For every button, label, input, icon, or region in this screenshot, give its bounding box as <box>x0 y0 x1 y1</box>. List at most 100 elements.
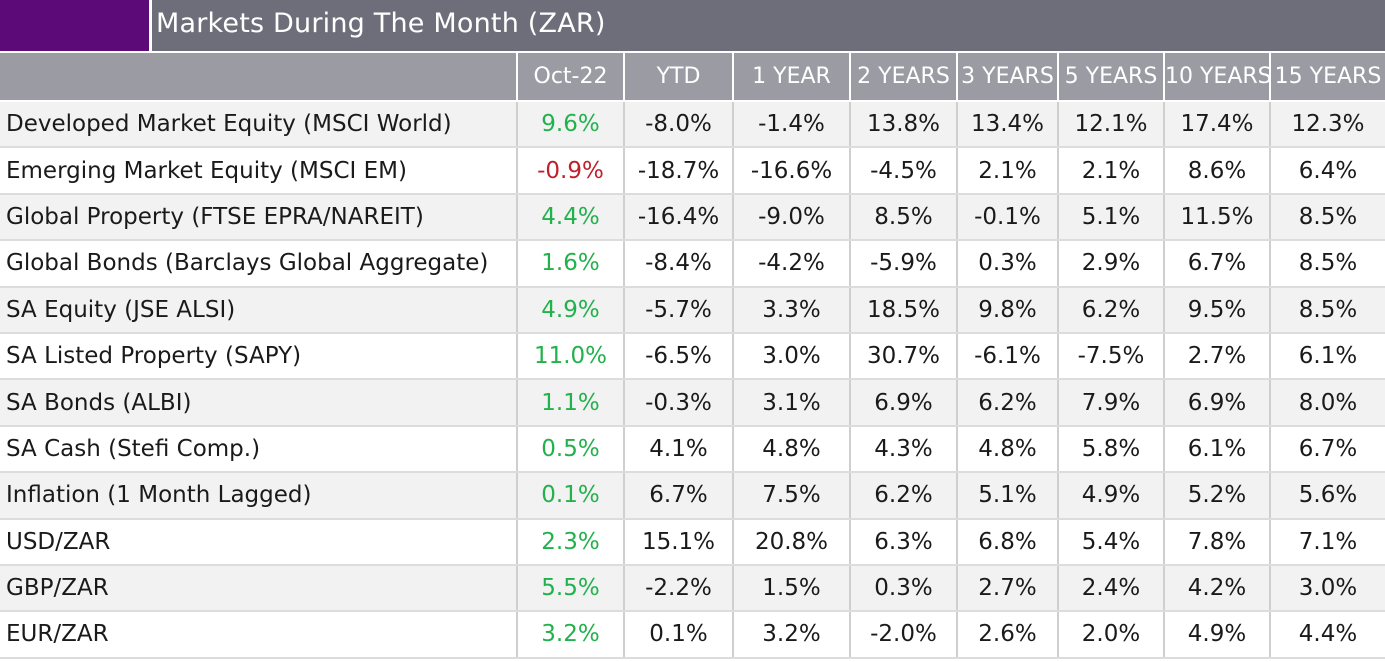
month-return-cell: -0.9% <box>516 147 624 195</box>
table-row: Developed Market Equity (MSCI World) 9.6%… <box>0 101 1385 149</box>
return-cell: 5.1% <box>1057 193 1164 242</box>
return-cell: 7.1% <box>1269 518 1385 566</box>
return-cell: 4.8% <box>732 425 850 474</box>
return-cell: 3.3% <box>732 286 850 334</box>
return-cell: 2.6% <box>956 611 1058 659</box>
column-header-asset <box>0 53 517 102</box>
return-cell: 2.1% <box>956 147 1058 195</box>
month-return-cell: 0.1% <box>516 472 624 520</box>
return-cell: 3.0% <box>1269 564 1385 613</box>
return-cell: -0.3% <box>623 379 733 427</box>
return-cell: -1.4% <box>732 101 850 149</box>
column-header: 5 YEARS <box>1057 53 1164 102</box>
return-cell: 12.3% <box>1269 101 1385 149</box>
month-return-cell: 0.5% <box>516 425 624 474</box>
return-cell: 2.1% <box>1057 147 1164 195</box>
column-header: 15 YEARS <box>1269 53 1385 102</box>
return-cell: 5.8% <box>1057 425 1164 474</box>
return-cell: -6.1% <box>956 332 1058 381</box>
return-cell: -4.5% <box>849 147 957 195</box>
table-row: GBP/ZAR 5.5% -2.2% 1.5% 0.3% 2.7% 2.4% 4.2% 3.0% <box>0 564 1385 613</box>
return-cell: 18.5% <box>849 286 957 334</box>
return-cell: -8.0% <box>623 101 733 149</box>
return-cell: 0.3% <box>849 564 957 613</box>
month-return-cell: 9.6% <box>516 101 624 149</box>
return-cell: 5.4% <box>1057 518 1164 566</box>
return-cell: 4.4% <box>1269 611 1385 659</box>
return-cell: -5.9% <box>849 240 957 288</box>
table-body: Developed Market Equity (MSCI World) 9.6%… <box>0 101 1385 659</box>
return-cell: -0.1% <box>956 193 1058 242</box>
return-cell: 6.3% <box>849 518 957 566</box>
table-row: SA Bonds (ALBI) 1.1% -0.3% 3.1% 6.9% 6.2% 7.9%… <box>0 379 1385 427</box>
return-cell: 6.1% <box>1163 425 1270 474</box>
table-row: EUR/ZAR 3.2% 0.1% 3.2% -2.0% 2.6% 2.0% 4.9% 4.4% <box>0 611 1385 659</box>
return-cell: 6.2% <box>849 472 957 520</box>
table-row: Global Property (FTSE EPRA/NAREIT) 4.4% -1… <box>0 193 1385 242</box>
return-cell: 8.5% <box>1269 193 1385 242</box>
month-return-cell: 2.3% <box>516 518 624 566</box>
return-cell: 12.1% <box>1057 101 1164 149</box>
return-cell: 9.5% <box>1163 286 1270 334</box>
return-cell: 3.1% <box>732 379 850 427</box>
return-cell: 11.5% <box>1163 193 1270 242</box>
return-cell: 4.3% <box>849 425 957 474</box>
month-return-cell: 4.9% <box>516 286 624 334</box>
table-row: Global Bonds (Barclays Global Aggregate)… <box>0 240 1385 288</box>
return-cell: 8.6% <box>1163 147 1270 195</box>
return-cell: 13.8% <box>849 101 957 149</box>
row-label: SA Cash (Stefi Comp.) <box>0 425 517 474</box>
title-divider <box>149 0 152 51</box>
return-cell: 5.6% <box>1269 472 1385 520</box>
return-cell: 6.2% <box>956 379 1058 427</box>
return-cell: 6.1% <box>1269 332 1385 381</box>
return-cell: -9.0% <box>732 193 850 242</box>
return-cell: -5.7% <box>623 286 733 334</box>
table-row: SA Cash (Stefi Comp.) 0.5% 4.1% 4.8% 4.3% 4.8… <box>0 425 1385 474</box>
table-row: SA Listed Property (SAPY) 11.0% -6.5% 3.0% 3… <box>0 332 1385 381</box>
column-header: 3 YEARS <box>956 53 1058 102</box>
return-cell: 4.1% <box>623 425 733 474</box>
return-cell: -8.4% <box>623 240 733 288</box>
column-header: 10 YEARS <box>1163 53 1270 102</box>
return-cell: 8.5% <box>849 193 957 242</box>
return-cell: 4.2% <box>1163 564 1270 613</box>
return-cell: 7.5% <box>732 472 850 520</box>
row-label: Global Bonds (Barclays Global Aggregate) <box>0 240 517 288</box>
return-cell: 4.9% <box>1057 472 1164 520</box>
return-cell: -2.2% <box>623 564 733 613</box>
return-cell: 6.4% <box>1269 147 1385 195</box>
return-cell: 20.8% <box>732 518 850 566</box>
column-header: YTD <box>623 53 733 102</box>
return-cell: 2.0% <box>1057 611 1164 659</box>
row-label: SA Bonds (ALBI) <box>0 379 517 427</box>
row-label: SA Listed Property (SAPY) <box>0 332 517 381</box>
return-cell: 1.5% <box>732 564 850 613</box>
return-cell: 2.4% <box>1057 564 1164 613</box>
row-label: Global Property (FTSE EPRA/NAREIT) <box>0 193 517 242</box>
table-row: USD/ZAR 2.3% 15.1% 20.8% 6.3% 6.8% 5.4% 7.8% 7.1… <box>0 518 1385 566</box>
brand-accent-block <box>0 0 149 51</box>
return-cell: 4.8% <box>956 425 1058 474</box>
return-cell: -6.5% <box>623 332 733 381</box>
month-return-cell: 1.1% <box>516 379 624 427</box>
return-cell: 8.5% <box>1269 286 1385 334</box>
row-label: USD/ZAR <box>0 518 517 566</box>
return-cell: 13.4% <box>956 101 1058 149</box>
return-cell: 9.8% <box>956 286 1058 334</box>
return-cell: -2.0% <box>849 611 957 659</box>
column-header: 1 YEAR <box>732 53 850 102</box>
markets-table: Oct-22 YTD 1 YEAR 2 YEARS 3 YEARS 5 YEARS 10 Y… <box>0 53 1385 659</box>
return-cell: 2.9% <box>1057 240 1164 288</box>
month-return-cell: 11.0% <box>516 332 624 381</box>
table-row: Emerging Market Equity (MSCI EM) -0.9% -18… <box>0 147 1385 195</box>
return-cell: 4.9% <box>1163 611 1270 659</box>
return-cell: 8.5% <box>1269 240 1385 288</box>
return-cell: 6.8% <box>956 518 1058 566</box>
table-row: SA Equity (JSE ALSI) 4.9% -5.7% 3.3% 18.5% 9.… <box>0 286 1385 334</box>
return-cell: 6.9% <box>1163 379 1270 427</box>
row-label: Emerging Market Equity (MSCI EM) <box>0 147 517 195</box>
return-cell: -7.5% <box>1057 332 1164 381</box>
return-cell: 6.9% <box>849 379 957 427</box>
return-cell: 30.7% <box>849 332 957 381</box>
